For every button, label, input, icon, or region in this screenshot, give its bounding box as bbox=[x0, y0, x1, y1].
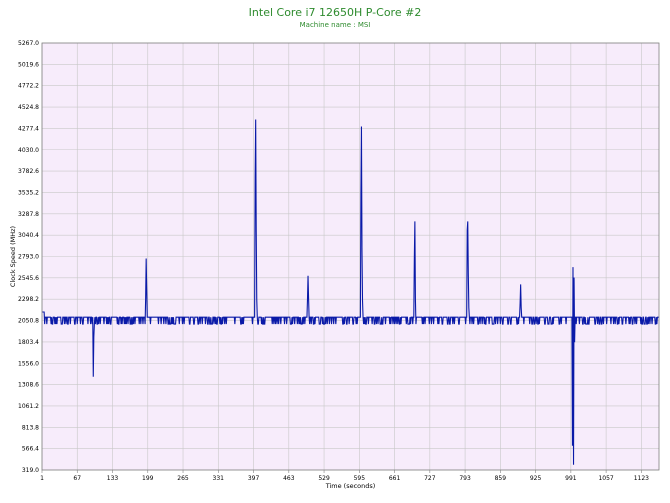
x-tick-label: 859 bbox=[495, 475, 507, 482]
x-tick-label: 1123 bbox=[634, 475, 649, 482]
y-tick-label: 2793.0 bbox=[18, 254, 39, 261]
y-tick-label: 5267.0 bbox=[18, 40, 39, 47]
x-tick-label: 529 bbox=[318, 475, 330, 482]
x-tick-label: 133 bbox=[107, 475, 119, 482]
y-tick-label: 813.8 bbox=[22, 424, 39, 431]
y-tick-label: 4277.4 bbox=[18, 125, 39, 132]
y-tick-label: 566.4 bbox=[22, 446, 39, 453]
chart-title: Intel Core i7 12650H P-Core #2 bbox=[248, 6, 422, 19]
y-tick-label: 3040.4 bbox=[18, 232, 39, 239]
y-tick-label: 2298.2 bbox=[18, 296, 39, 303]
y-tick-label: 4030.0 bbox=[18, 147, 39, 154]
y-tick-label: 3782.6 bbox=[18, 168, 39, 175]
y-tick-label: 2050.8 bbox=[18, 318, 39, 325]
x-tick-label: 331 bbox=[213, 475, 225, 482]
y-tick-label: 1061.2 bbox=[18, 403, 39, 410]
y-tick-label: 1556.0 bbox=[18, 360, 39, 367]
y-axis-label: Clock Speed (MHz) bbox=[9, 226, 17, 287]
x-tick-label: 991 bbox=[565, 475, 577, 482]
y-tick-label: 3287.8 bbox=[18, 211, 39, 218]
x-tick-label: 1057 bbox=[598, 475, 613, 482]
x-tick-label: 199 bbox=[142, 475, 154, 482]
x-tick-label: 925 bbox=[530, 475, 542, 482]
y-tick-label: 4772.2 bbox=[18, 83, 39, 90]
x-tick-label: 463 bbox=[283, 475, 295, 482]
grid-layer bbox=[41, 42, 659, 471]
chart-subtitle: Machine name : MSI bbox=[299, 21, 371, 29]
x-tick-label: 1 bbox=[40, 475, 44, 482]
x-tick-label: 265 bbox=[177, 475, 189, 482]
series-layer bbox=[42, 119, 659, 465]
x-tick-label: 793 bbox=[459, 475, 471, 482]
x-tick-label: 595 bbox=[354, 475, 366, 482]
clock-speed-series-line bbox=[42, 119, 659, 465]
x-axis-label: Time (seconds) bbox=[325, 482, 376, 490]
x-tick-label: 661 bbox=[389, 475, 401, 482]
y-tick-label: 5019.6 bbox=[18, 61, 39, 68]
y-tick-label: 3535.2 bbox=[18, 189, 39, 196]
y-tick-label: 319.0 bbox=[22, 467, 39, 474]
x-tick-label: 727 bbox=[424, 475, 436, 482]
y-tick-label: 1803.4 bbox=[18, 339, 39, 346]
y-tick-label: 2545.6 bbox=[18, 275, 39, 282]
tick-layer: 319.0 566.4 813.8 1061.2 1308.6 1556.0 1803.4 2… bbox=[18, 40, 649, 482]
plot-frame bbox=[41, 42, 660, 471]
y-tick-label: 4524.8 bbox=[18, 104, 39, 111]
x-tick-label: 67 bbox=[73, 475, 81, 482]
y-tick-label: 1308.6 bbox=[18, 382, 39, 389]
x-tick-label: 397 bbox=[248, 475, 260, 482]
